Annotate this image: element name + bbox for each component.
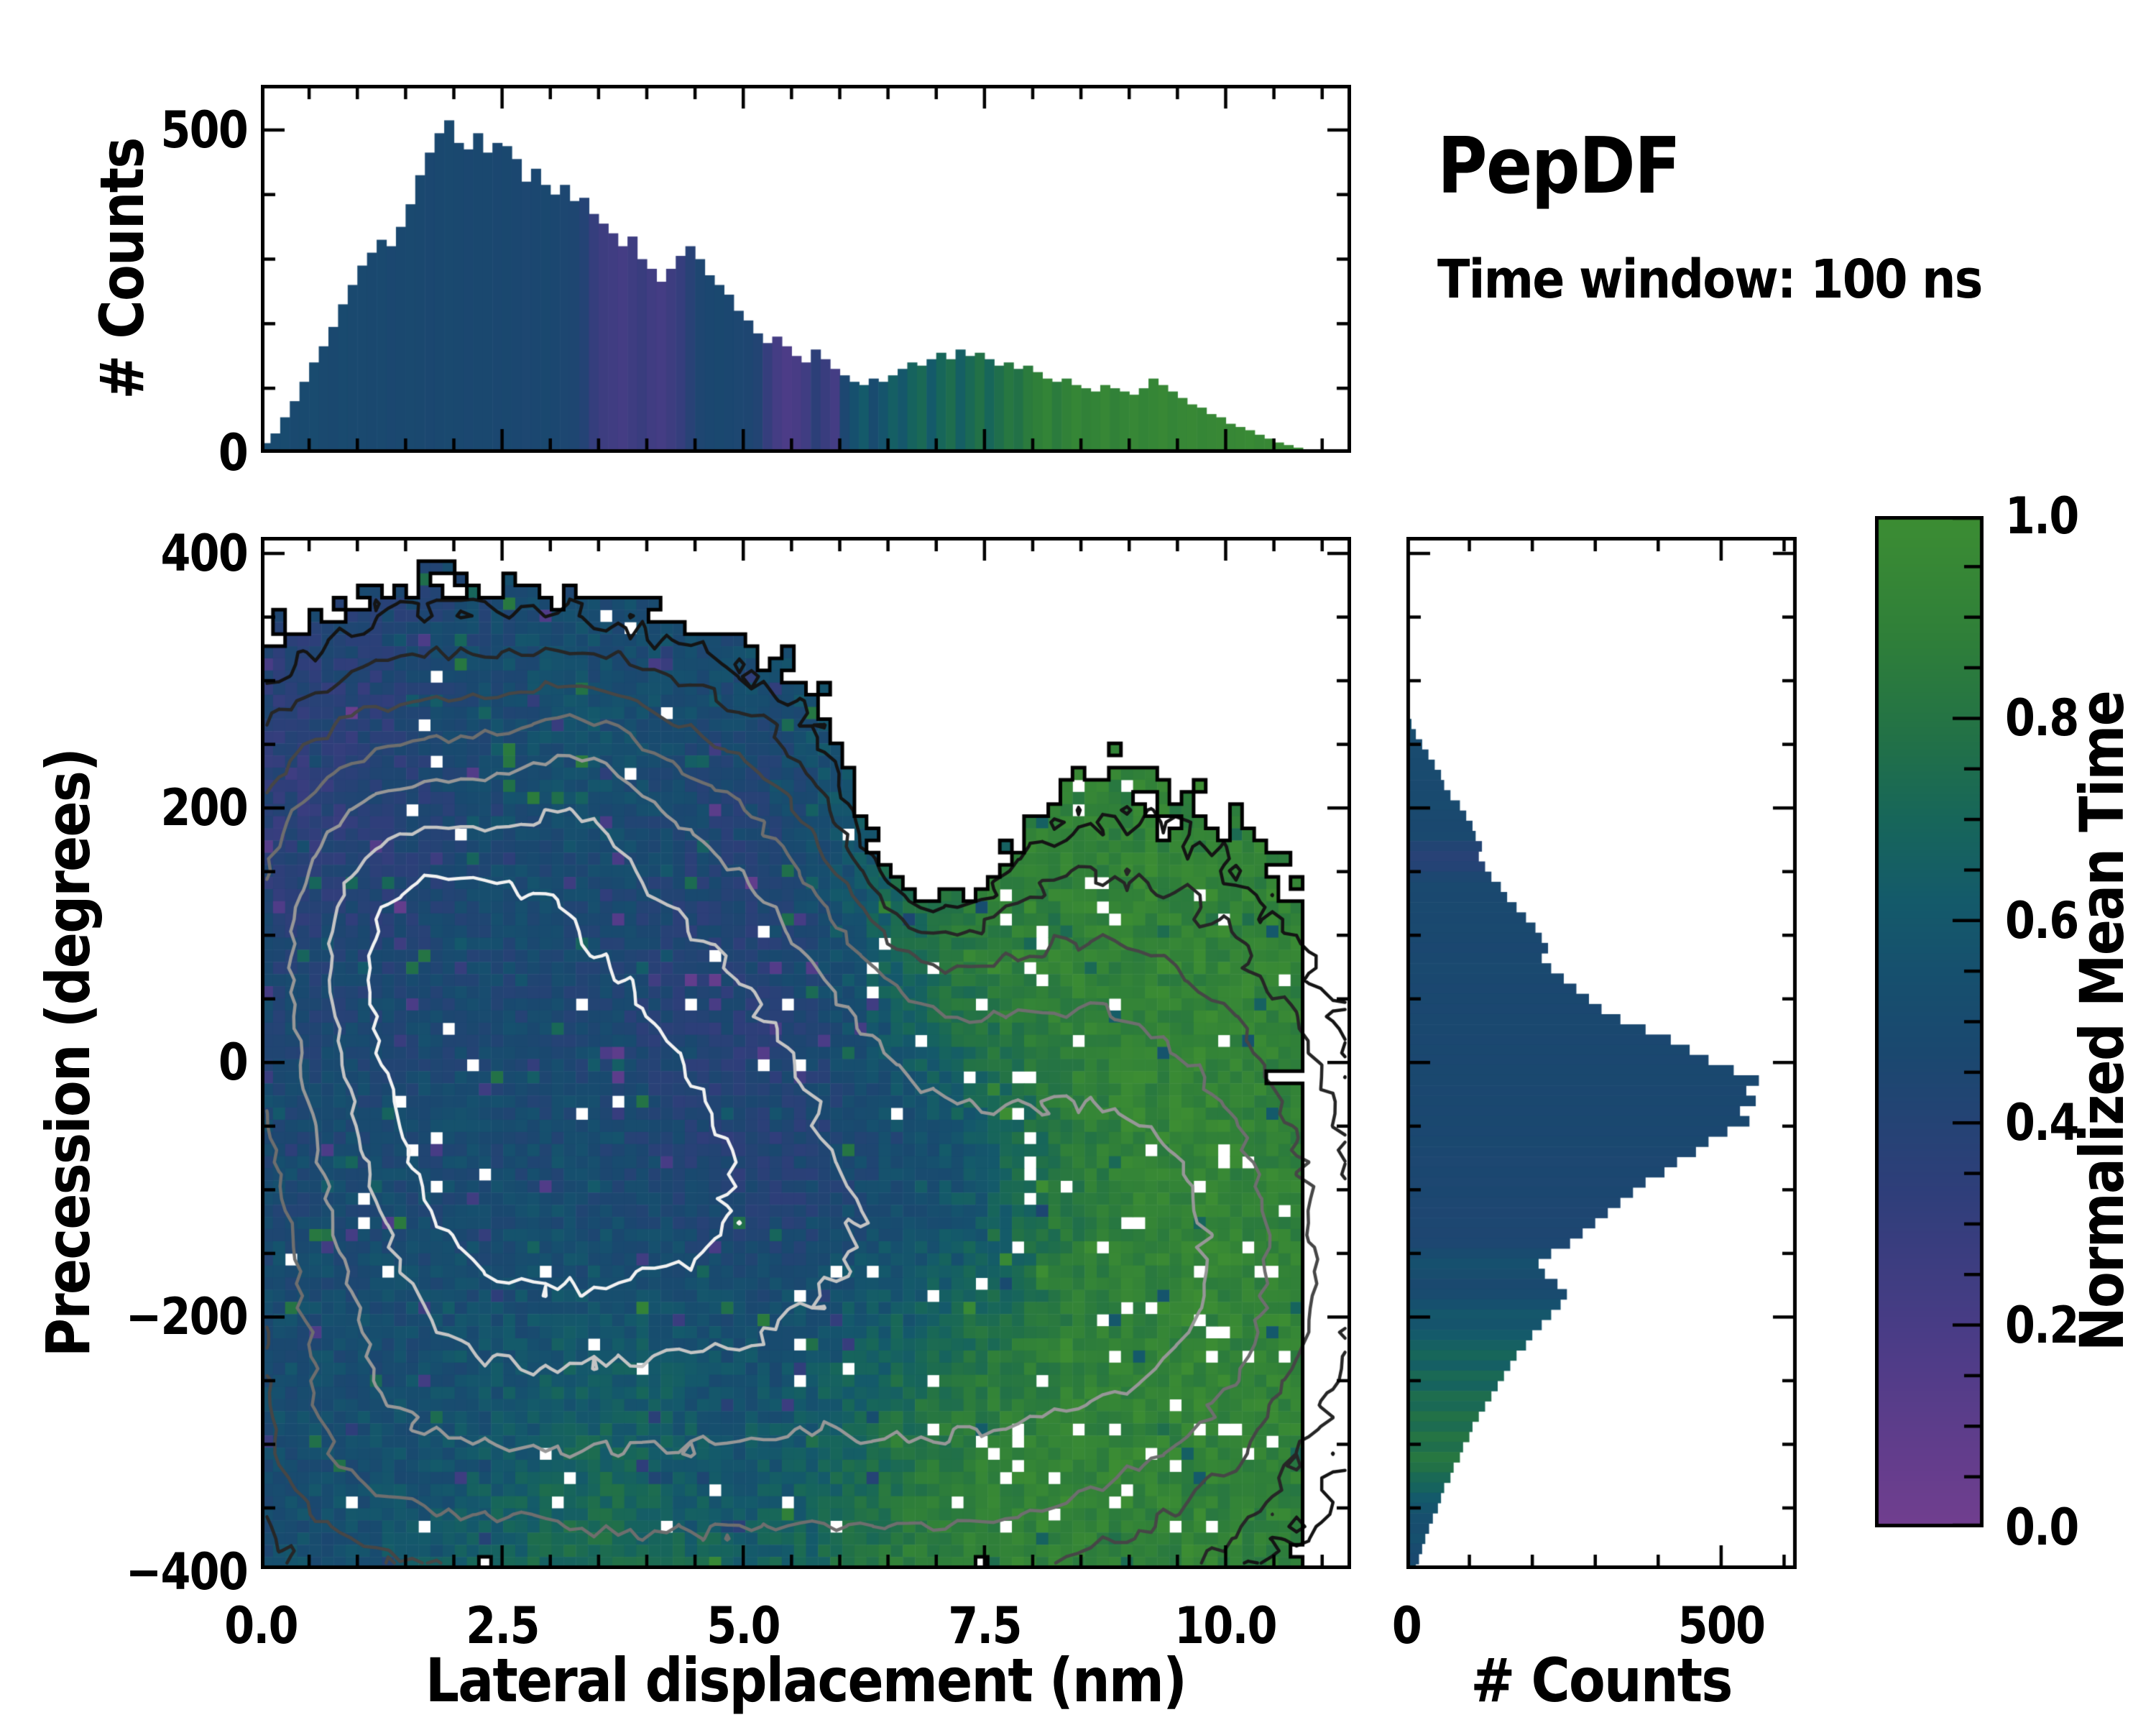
colorbar-tick-label: 1.0 [2005, 487, 2079, 546]
x-tick-label: 0.0 [224, 1596, 298, 1655]
right-histogram-canvas [1406, 537, 1797, 1569]
joint-heatmap-canvas [261, 537, 1351, 1569]
top-hist-y-tick-label: 500 [160, 100, 248, 160]
colorbar-canvas [1875, 516, 1984, 1527]
top-hist-y-tick-label: 0 [218, 423, 249, 482]
y-tick-label: 400 [160, 524, 248, 584]
y-tick-label: 200 [160, 778, 248, 838]
right-hist-x-axis-title: # Counts [1470, 1645, 1733, 1716]
y-tick-label: 0 [218, 1033, 249, 1092]
colorbar-tick-label: 0.4 [2005, 1093, 2079, 1153]
x-tick-label: 10.0 [1174, 1596, 1278, 1655]
right-hist-x-tick-label: 500 [1677, 1596, 1766, 1655]
colorbar-tick-label: 0.0 [2005, 1498, 2079, 1557]
y-tick-label: −400 [125, 1542, 249, 1601]
colorbar-tick-label: 0.8 [2005, 689, 2079, 748]
page-subtitle: Time window: 100 ns [1437, 249, 1983, 310]
top-hist-y-axis-title: # Counts [87, 138, 157, 400]
top-histogram-canvas [261, 85, 1351, 453]
colorbar-tick-label: 0.6 [2005, 891, 2079, 950]
x-tick-label: 5.0 [706, 1596, 780, 1655]
main-x-axis-title: Lateral displacement (nm) [425, 1645, 1187, 1716]
right-hist-x-tick-label: 0 [1391, 1596, 1422, 1655]
colorbar-tick-label: 0.2 [2005, 1295, 2079, 1355]
x-tick-label: 7.5 [948, 1596, 1022, 1655]
main-y-axis-title: Precession (degrees) [33, 748, 103, 1358]
page-title: PepDF [1437, 121, 1681, 211]
y-tick-label: −200 [125, 1287, 249, 1347]
colorbar-axis-title: Normalized Mean Time [2067, 691, 2137, 1352]
x-tick-label: 2.5 [465, 1596, 540, 1655]
